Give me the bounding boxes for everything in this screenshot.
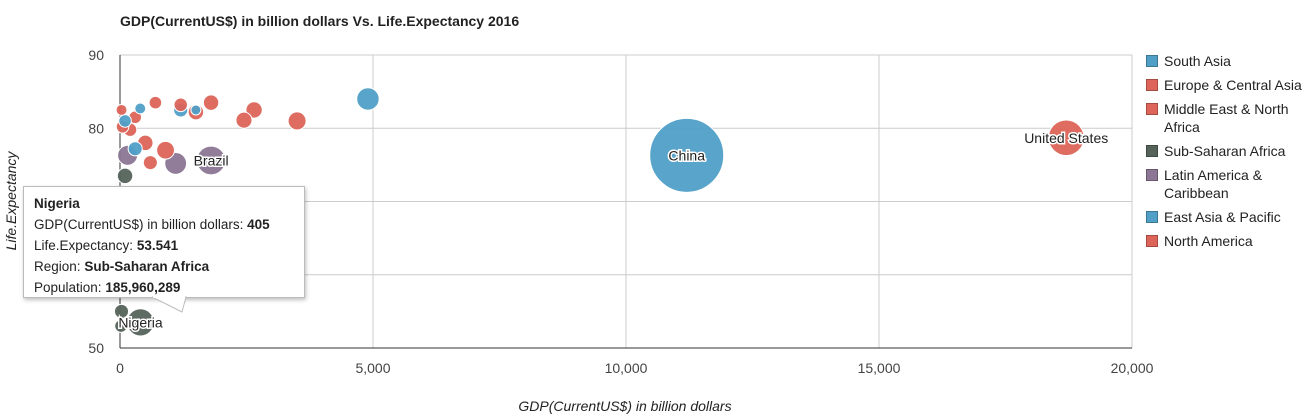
legend-item[interactable]: Latin America & Caribbean [1146, 166, 1306, 202]
bubble-label: Brazil [194, 152, 229, 168]
bubble-nigeria[interactable] [126, 308, 155, 337]
legend-label: East Asia & Pacific [1164, 209, 1281, 225]
bubble[interactable] [190, 104, 202, 116]
bubble[interactable] [127, 141, 143, 157]
bubble-label: Nigeria [118, 314, 163, 330]
tooltip-pointer [152, 296, 187, 313]
legend-swatch [1146, 79, 1158, 91]
tooltip-title: Nigeria [34, 196, 80, 211]
x-tick-label: 0 [116, 360, 124, 376]
legend-swatch [1146, 169, 1158, 181]
legend-item[interactable]: Middle East & North Africa [1146, 100, 1306, 136]
legend-label: Middle East & North Africa [1164, 101, 1289, 135]
x-axis-title: GDP(CurrentUS$) in billion dollars [518, 398, 731, 414]
bubble[interactable] [114, 319, 128, 333]
legend-swatch [1146, 145, 1158, 157]
legend-swatch [1146, 235, 1158, 247]
bubble[interactable] [148, 95, 163, 110]
bubble[interactable] [245, 101, 263, 119]
bubble[interactable] [156, 140, 175, 160]
tooltip-region-value: Sub-Saharan Africa [84, 259, 210, 274]
y-axis-title: Life.Expectancy [3, 151, 19, 251]
bubble[interactable] [134, 102, 147, 115]
bubble-united-states[interactable] [1047, 119, 1085, 157]
bubble[interactable] [118, 114, 132, 128]
legend-swatch [1146, 103, 1158, 115]
bubble[interactable] [115, 103, 128, 116]
tooltip-population-row: Population: 185,960,289 [34, 277, 294, 298]
x-tick-label: 5,000 [355, 360, 390, 376]
bubble-brazil[interactable] [196, 145, 226, 176]
bubble[interactable] [113, 303, 130, 319]
bubble-labels: China United States Brazil Nigeria [117, 128, 1110, 332]
bubble[interactable] [173, 97, 188, 113]
x-tick-label: 20,000 [1111, 360, 1154, 376]
legend-label: North America [1164, 233, 1253, 249]
tooltip-y-label: Life.Expectancy: [34, 238, 134, 253]
bubble[interactable] [287, 111, 307, 131]
tooltip-x-label: GDP(CurrentUS$) in billion dollars: [34, 217, 244, 232]
legend-item[interactable]: Europe & Central Asia [1146, 76, 1306, 94]
legend-swatch [1146, 211, 1158, 223]
legend: South Asia Europe & Central Asia Middle Ea… [1146, 52, 1306, 256]
legend-item[interactable]: Sub-Saharan Africa [1146, 142, 1306, 160]
tooltip-x-value: 405 [247, 217, 270, 232]
y-tick-label: 90 [88, 47, 104, 63]
tooltip-x-row: GDP(CurrentUS$) in billion dollars: 405 [34, 214, 294, 235]
y-tick-label: 80 [88, 120, 104, 136]
y-tick-label: 50 [88, 340, 104, 356]
tooltip-region-label: Region: [34, 259, 81, 274]
legend-label: Europe & Central Asia [1164, 77, 1302, 93]
tooltip-y-row: Life.Expectancy: 53.541 [34, 235, 294, 256]
bubble-china[interactable] [649, 117, 725, 193]
legend-swatch [1146, 55, 1158, 67]
tooltip-y-value: 53.541 [136, 238, 179, 253]
tooltip-population-value: 185,960,289 [105, 280, 181, 295]
bubble[interactable] [235, 111, 253, 129]
legend-label: Latin America & Caribbean [1164, 167, 1263, 201]
bubble-label: China [668, 147, 705, 163]
x-tick-label: 10,000 [605, 360, 648, 376]
bubble-label: United States [1024, 130, 1108, 146]
legend-item[interactable]: East Asia & Pacific [1146, 208, 1306, 226]
legend-label: South Asia [1164, 53, 1231, 69]
x-tick-label: 15,000 [858, 360, 901, 376]
tooltip-region-row: Region: Sub-Saharan Africa [34, 256, 294, 277]
legend-label: Sub-Saharan Africa [1164, 143, 1286, 159]
bubble[interactable] [142, 155, 158, 171]
bubble[interactable] [356, 87, 380, 111]
legend-item[interactable]: South Asia [1146, 52, 1306, 70]
chart-title: GDP(CurrentUS$) in billion dollars Vs. L… [120, 13, 519, 29]
tooltip-population-label: Population: [34, 280, 102, 295]
bubble[interactable] [202, 94, 220, 111]
tooltip: Nigeria GDP(CurrentUS$) in billion dolla… [23, 186, 305, 298]
legend-item[interactable]: North America [1146, 232, 1306, 250]
bubble[interactable] [116, 167, 134, 185]
